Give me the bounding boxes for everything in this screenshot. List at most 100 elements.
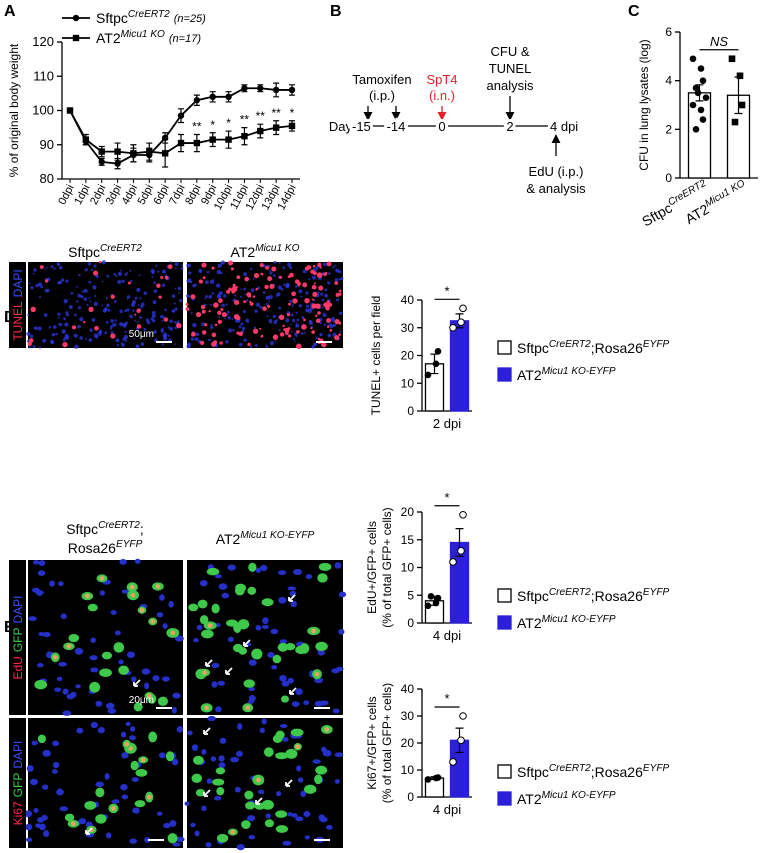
marker bbox=[241, 132, 248, 140]
nucleus bbox=[138, 274, 141, 277]
nucleus bbox=[232, 329, 235, 332]
nucleus bbox=[275, 294, 278, 297]
label-part: AT2 bbox=[216, 531, 241, 547]
marker bbox=[209, 136, 216, 143]
nucleus bbox=[121, 279, 125, 283]
nucleus bbox=[307, 308, 313, 314]
nucleus bbox=[239, 295, 242, 298]
nucleus bbox=[40, 285, 43, 289]
stained-cell bbox=[110, 294, 115, 299]
stained-cell bbox=[243, 300, 247, 304]
nucleus bbox=[48, 326, 52, 329]
nucleus bbox=[38, 346, 42, 349]
nucleus bbox=[315, 336, 319, 340]
nucleus bbox=[104, 331, 108, 335]
nucleus bbox=[79, 336, 83, 340]
timeline-note: EdU (i.p.) bbox=[529, 164, 584, 179]
nucleus bbox=[33, 807, 39, 813]
nucleus bbox=[190, 822, 196, 828]
nucleus bbox=[42, 632, 51, 638]
nucleus bbox=[174, 635, 184, 642]
nucleus bbox=[332, 265, 335, 269]
nucleus bbox=[327, 281, 331, 285]
superscript: CreERT2 bbox=[549, 763, 591, 774]
nucleus bbox=[42, 749, 51, 757]
stained-cell bbox=[228, 287, 233, 292]
nucleus bbox=[137, 303, 140, 306]
nucleus bbox=[58, 581, 64, 587]
stained-cell bbox=[310, 327, 313, 330]
nucleus bbox=[190, 280, 193, 284]
nucleus bbox=[119, 309, 123, 314]
nucleus bbox=[278, 596, 287, 604]
stained-cell bbox=[306, 265, 312, 270]
nucleus bbox=[221, 303, 225, 308]
scale-label: 20μm bbox=[129, 695, 154, 706]
micrograph bbox=[28, 718, 183, 848]
nucleus bbox=[171, 294, 176, 298]
nucleus bbox=[122, 337, 127, 342]
nucleus bbox=[57, 788, 63, 794]
nucleus bbox=[54, 687, 62, 692]
stained-cell bbox=[156, 283, 161, 288]
x-tick-label: 4 dpi bbox=[433, 628, 461, 643]
marker bbox=[457, 736, 465, 745]
superscript: Micu1 KO bbox=[703, 178, 747, 210]
gfp-cell bbox=[134, 800, 146, 808]
stained-cell bbox=[136, 308, 141, 313]
nucleus bbox=[287, 262, 292, 267]
double-positive bbox=[52, 654, 58, 660]
gfp-cell bbox=[195, 788, 206, 797]
nucleus bbox=[32, 345, 36, 349]
nucleus bbox=[175, 836, 185, 843]
gfp-cell bbox=[68, 633, 80, 643]
marker bbox=[177, 139, 185, 147]
nucleus bbox=[277, 285, 282, 290]
double-positive bbox=[295, 744, 301, 750]
nucleus bbox=[240, 288, 243, 291]
nucleus bbox=[324, 288, 328, 292]
stained-cell bbox=[221, 312, 227, 318]
stain-name: Ki67 bbox=[11, 801, 25, 825]
nucleus bbox=[126, 308, 130, 312]
stained-cell bbox=[136, 324, 142, 329]
marker bbox=[459, 510, 467, 519]
marker bbox=[738, 101, 746, 109]
x-tick-label: 4dpi bbox=[120, 183, 140, 207]
y-tick-label: 0 bbox=[665, 171, 672, 185]
label-part: Sftpc bbox=[96, 10, 128, 26]
nucleus bbox=[123, 326, 126, 328]
stained-cell bbox=[27, 341, 32, 347]
stained-cell bbox=[315, 314, 318, 317]
significance: * bbox=[444, 490, 449, 505]
stained-cell bbox=[39, 265, 44, 269]
stained-cell bbox=[98, 260, 102, 264]
nucleus bbox=[321, 746, 327, 753]
marker bbox=[193, 97, 201, 104]
stain-name: GFP bbox=[11, 628, 25, 653]
nucleus bbox=[237, 723, 243, 730]
nucleus bbox=[321, 306, 324, 309]
stain-name: DAPI bbox=[11, 269, 25, 297]
marker bbox=[457, 318, 465, 327]
nucleus bbox=[110, 331, 114, 334]
nucleus bbox=[109, 327, 112, 330]
marker bbox=[146, 148, 153, 155]
stained-cell bbox=[208, 310, 211, 313]
stained-cell bbox=[327, 302, 333, 307]
stained-cell bbox=[30, 306, 36, 313]
nucleus bbox=[114, 630, 121, 636]
nucleus bbox=[131, 302, 136, 307]
gfp-cell bbox=[264, 819, 274, 828]
nucleus bbox=[187, 730, 193, 736]
nucleus bbox=[324, 323, 327, 326]
nucleus bbox=[334, 278, 339, 282]
nucleus bbox=[295, 688, 303, 696]
stained-cell bbox=[94, 325, 99, 331]
stained-cell bbox=[214, 323, 218, 327]
y-tick-label: 10 bbox=[401, 561, 415, 575]
superscript: Micu1 KO-EYFP bbox=[542, 614, 616, 625]
nucleus bbox=[219, 737, 227, 744]
nucleus bbox=[155, 264, 158, 267]
